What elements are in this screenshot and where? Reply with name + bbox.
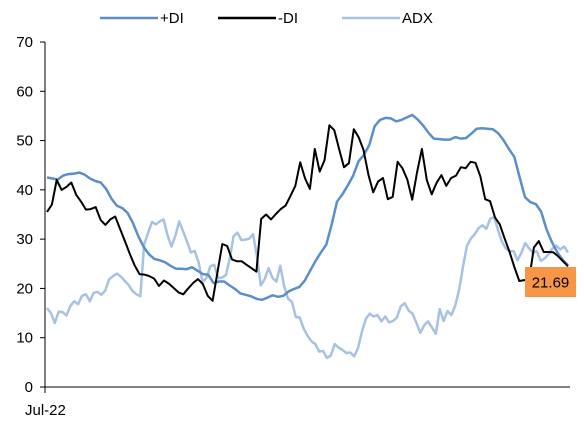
y-tick-label: 20 xyxy=(16,280,33,297)
series-line-adx xyxy=(46,215,570,360)
y-tick-label: 10 xyxy=(16,330,33,347)
y-tick-label: 40 xyxy=(16,182,33,199)
chart-legend: +DI -DI ADX xyxy=(100,10,433,27)
x-axis: Jul-22 xyxy=(25,386,570,419)
last-value-callout: 21.69 xyxy=(525,267,576,297)
series-line-di-plus xyxy=(46,113,569,302)
last-value-box xyxy=(525,267,576,297)
last-value-label: 21.69 xyxy=(532,275,570,292)
y-tick-label: 70 xyxy=(16,34,33,51)
legend-label: -DI xyxy=(278,10,298,27)
y-tick-label: 0 xyxy=(25,379,33,396)
series-line-di-minus xyxy=(46,124,569,302)
legend-label: +DI xyxy=(160,10,184,27)
y-tick-label: 30 xyxy=(16,231,33,248)
legend-label: ADX xyxy=(402,10,433,27)
y-tick-label: 60 xyxy=(16,83,33,100)
y-axis: 0 10 20 30 40 50 60 70 xyxy=(16,34,46,396)
series-layer xyxy=(46,113,570,360)
x-tick-label: Jul-22 xyxy=(25,402,66,419)
y-tick-label: 50 xyxy=(16,133,33,150)
